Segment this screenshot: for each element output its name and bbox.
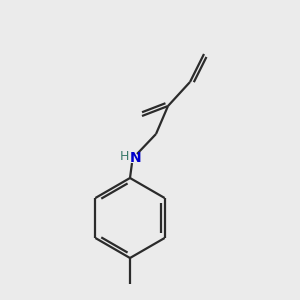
Text: N: N (130, 151, 142, 165)
Text: H: H (119, 151, 129, 164)
